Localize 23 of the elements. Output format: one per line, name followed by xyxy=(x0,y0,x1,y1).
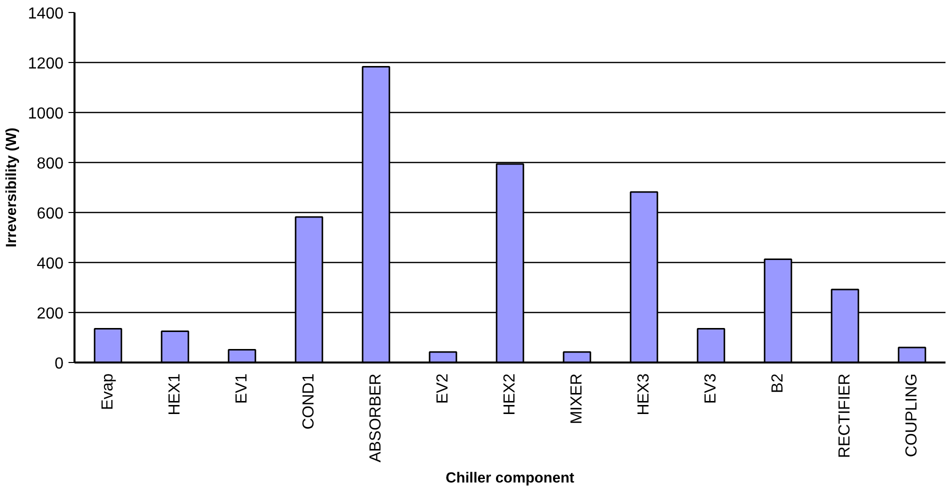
x-tick-label: COUPLING xyxy=(904,373,920,458)
y-tick-label: 200 xyxy=(36,306,64,322)
x-tick-label: EV3 xyxy=(702,373,720,404)
x-tick-label: COND1 xyxy=(300,373,318,430)
x-tick-label: MIXER xyxy=(568,374,586,424)
x-tick-label: B2 xyxy=(770,373,786,394)
x-axis-title: Chiller component xyxy=(446,470,574,486)
y-tick-label: 1200 xyxy=(28,56,64,72)
y-tick-label: 0 xyxy=(54,356,64,372)
y-axis-title: Irreversibility (W) xyxy=(4,128,20,248)
x-tick-label: EV1 xyxy=(234,373,250,404)
x-tick-label: RECTIFIER xyxy=(836,373,854,458)
x-tick-label: EV2 xyxy=(434,373,452,404)
y-tick-label: 1400 xyxy=(28,6,64,22)
x-tick-label: Evap xyxy=(100,373,116,410)
x-tick-label: HEX2 xyxy=(502,373,518,416)
x-tick-label: ABSORBER xyxy=(368,373,384,462)
y-tick-label: 800 xyxy=(36,156,64,172)
x-tick-label: HEX1 xyxy=(166,373,184,416)
y-tick-label: 400 xyxy=(36,256,64,272)
y-tick-label: 1000 xyxy=(28,106,64,122)
x-tick-label: HEX3 xyxy=(636,373,652,416)
y-tick-label: 600 xyxy=(36,206,64,222)
